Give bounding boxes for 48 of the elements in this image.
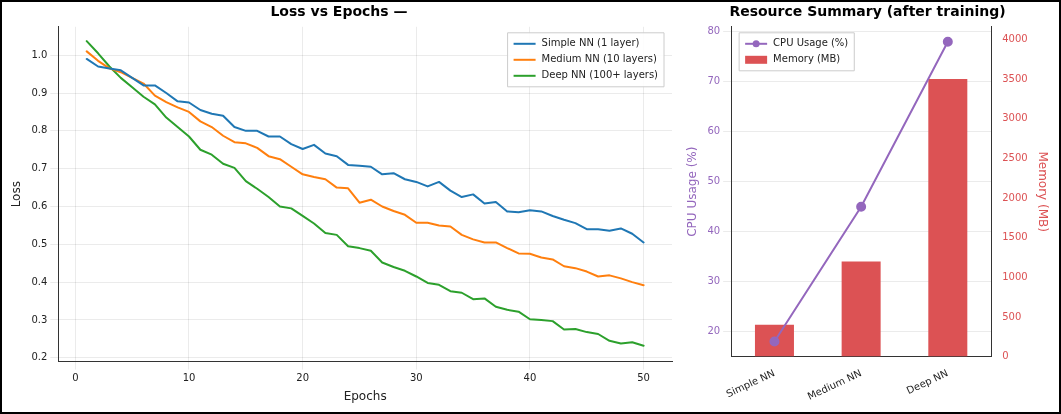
y-tick-label: 20	[707, 325, 721, 337]
bar	[754, 324, 794, 357]
legend-label: Deep NN (100+ layers)	[541, 69, 659, 81]
y2-tick-label: 4000	[1002, 33, 1028, 45]
x-tick-label: 50	[637, 372, 650, 384]
y-tick-label: 70	[707, 75, 721, 87]
y2-tick-label: 3000	[1002, 112, 1028, 124]
y-tick-label: 0.9	[31, 86, 48, 98]
y-tick-label: 0.5	[31, 237, 48, 249]
y-tick-label: 0.7	[31, 162, 48, 174]
x-tick-label: 20	[296, 372, 310, 384]
bar	[841, 261, 881, 357]
y2-tick-label: 2000	[1002, 191, 1028, 203]
y-tick-label: 0.6	[31, 200, 48, 212]
y2-axis-title: Memory (MB)	[1035, 151, 1050, 232]
legend-label: Simple NN (1 layer)	[541, 37, 640, 49]
y2-tick-label: 500	[1002, 310, 1022, 322]
y-tick-label: 30	[707, 275, 721, 287]
x-tick-label: 30	[409, 372, 423, 384]
bar	[928, 79, 968, 357]
point	[942, 36, 953, 47]
y2-tick-label: 1000	[1002, 270, 1028, 282]
x-axis-title: Epochs	[343, 388, 387, 403]
y-tick-label: 0.3	[31, 313, 48, 325]
y-axis-title: Loss	[9, 181, 24, 208]
y-tick-label: 1.0	[31, 48, 48, 60]
y-tick-label: 60	[707, 125, 721, 137]
chart-title: Resource Summary (after training)	[729, 3, 1006, 20]
y-tick-label: 0.4	[31, 275, 48, 287]
y2-tick-label: 1500	[1002, 231, 1028, 243]
chart-title: Loss vs Epochs —	[270, 3, 408, 20]
legend-label: Medium NN (10 layers)	[541, 53, 657, 65]
y-tick-label: 40	[707, 225, 721, 237]
x-tick-label: 10	[182, 372, 196, 384]
y-tick-label: 0.2	[31, 351, 48, 363]
y2-tick-label: 3500	[1002, 72, 1028, 84]
y2-tick-label: 0	[1002, 350, 1009, 362]
y-tick-label: 0.8	[31, 124, 48, 136]
x-tick-label: 40	[523, 372, 537, 384]
x-tick-label: 0	[72, 372, 79, 384]
y-tick-label: 50	[707, 175, 721, 187]
y2-tick-label: 2500	[1002, 151, 1028, 163]
point	[856, 201, 867, 212]
y-tick-label: 80	[707, 25, 721, 37]
y-axis-title: CPU Usage (%)	[685, 146, 700, 237]
legend-label: Memory (MB)	[773, 53, 841, 65]
legend-label: CPU Usage (%)	[773, 37, 849, 49]
x-tick-label: Deep NN	[904, 367, 950, 396]
